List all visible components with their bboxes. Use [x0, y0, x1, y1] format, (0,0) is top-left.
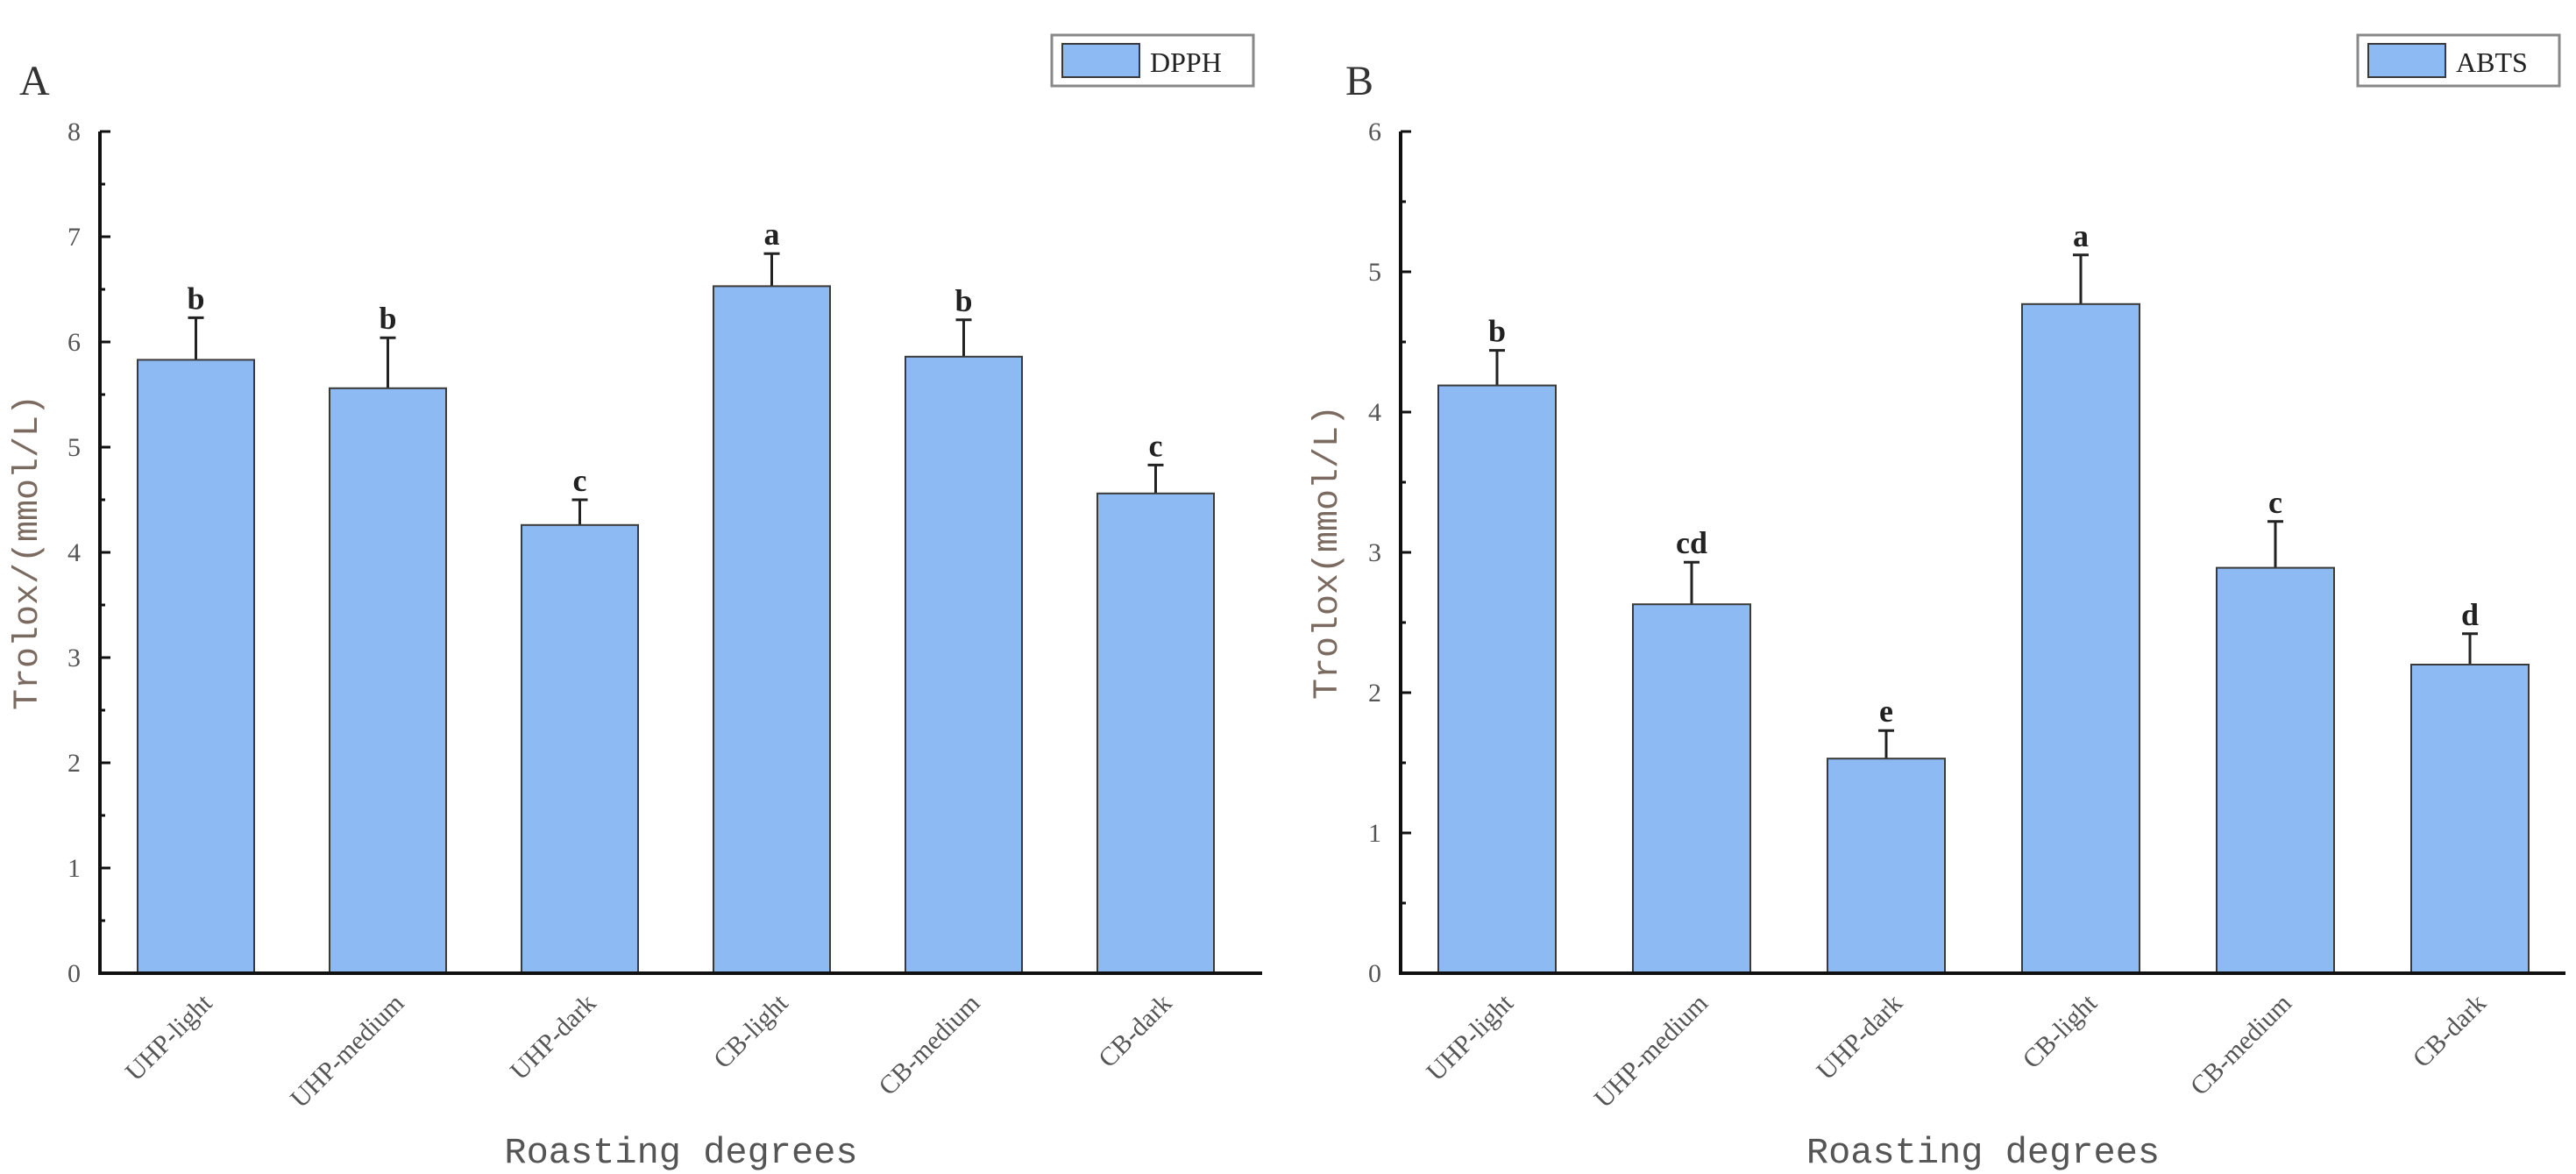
bar-uhp-dark — [521, 523, 639, 974]
significance-label: c — [2268, 485, 2282, 520]
y-tick-label: 4 — [67, 538, 81, 567]
x-axis-label: Roasting degrees — [1806, 1132, 2160, 1174]
y-tick-label: 3 — [1368, 538, 1381, 567]
chart-panel-a: A DPPH b UHP-light b UHP-medium c UHP-dark a CB-l… — [9, 33, 1262, 1174]
x-tick-label: UHP-medium — [1589, 989, 1714, 1114]
bar-uhp-medium — [329, 387, 447, 974]
x-tick-label: CB-dark — [1093, 989, 1177, 1073]
significance-label: b — [187, 281, 204, 316]
legend-swatch — [2367, 43, 2446, 78]
x-tick-label: UHP-dark — [505, 989, 602, 1086]
chart-panel-b: B ABTSbUHP-lightcdUHP-mediumeUHP-darkaCB-… — [1309, 33, 2565, 1174]
y-tick-label: 7 — [67, 223, 81, 252]
bar-cb-medium — [2216, 566, 2335, 974]
bar-uhp-light — [1437, 384, 1557, 975]
x-axis-label: Roasting degrees — [504, 1132, 857, 1174]
significance-label: a — [2073, 218, 2089, 253]
y-tick-label: 0 — [67, 959, 81, 988]
y-axis-label: Trolox/(mmol/L) — [9, 395, 48, 710]
y-tick-label: 8 — [67, 117, 81, 146]
y-tick-label: 5 — [67, 433, 81, 462]
x-tick-label: UHP-dark — [1811, 989, 1908, 1086]
y-axis-label: Trolox(mmol/L) — [1309, 405, 1348, 700]
legend-label: DPPH — [1150, 46, 1222, 78]
y-tick-label: 1 — [67, 854, 81, 883]
x-tick-label: UHP-light — [1421, 988, 1519, 1086]
significance-label: b — [379, 301, 396, 336]
significance-label: c — [573, 463, 587, 498]
panel-label: A — [19, 58, 50, 104]
bar-cb-dark — [1096, 492, 1215, 974]
y-tick-label: 0 — [1368, 959, 1381, 988]
significance-label: c — [1149, 428, 1163, 463]
y-tick-label: 2 — [67, 749, 81, 778]
x-tick-label: CB-dark — [2408, 989, 2492, 1073]
bar-cb-medium — [905, 355, 1023, 974]
x-tick-label: UHP-light — [120, 988, 218, 1086]
significance-label: e — [1879, 694, 1893, 729]
bar-cb-light — [713, 285, 831, 974]
y-tick-label: 6 — [67, 328, 81, 357]
significance-label: b — [1488, 314, 1506, 349]
significance-label: cd — [1676, 525, 1707, 560]
x-tick-label: UHP-medium — [285, 989, 409, 1114]
significance-label: b — [954, 283, 972, 318]
bar-cb-dark — [2410, 664, 2530, 974]
x-tick-label: CB-medium — [2185, 989, 2297, 1101]
bar-cb-light — [2021, 302, 2140, 974]
y-tick-label: 5 — [1368, 258, 1381, 287]
y-tick-label: 3 — [67, 644, 81, 672]
x-tick-label: CB-light — [708, 988, 794, 1074]
bar-uhp-light — [137, 359, 255, 974]
x-tick-label: CB-medium — [873, 989, 985, 1101]
panel-label: B — [1345, 58, 1373, 104]
significance-label: a — [764, 217, 780, 252]
significance-label: d — [2461, 597, 2479, 632]
legend-label: ABTS — [2456, 46, 2528, 78]
y-tick-label: 4 — [1368, 398, 1381, 427]
y-tick-label: 6 — [1368, 117, 1381, 146]
y-tick-label: 2 — [1368, 679, 1381, 708]
bar-uhp-medium — [1632, 603, 1751, 974]
bar-uhp-dark — [1827, 758, 1946, 975]
x-tick-label: CB-light — [2017, 988, 2103, 1074]
y-tick-label: 1 — [1368, 819, 1381, 848]
legend-swatch — [1061, 43, 1140, 78]
